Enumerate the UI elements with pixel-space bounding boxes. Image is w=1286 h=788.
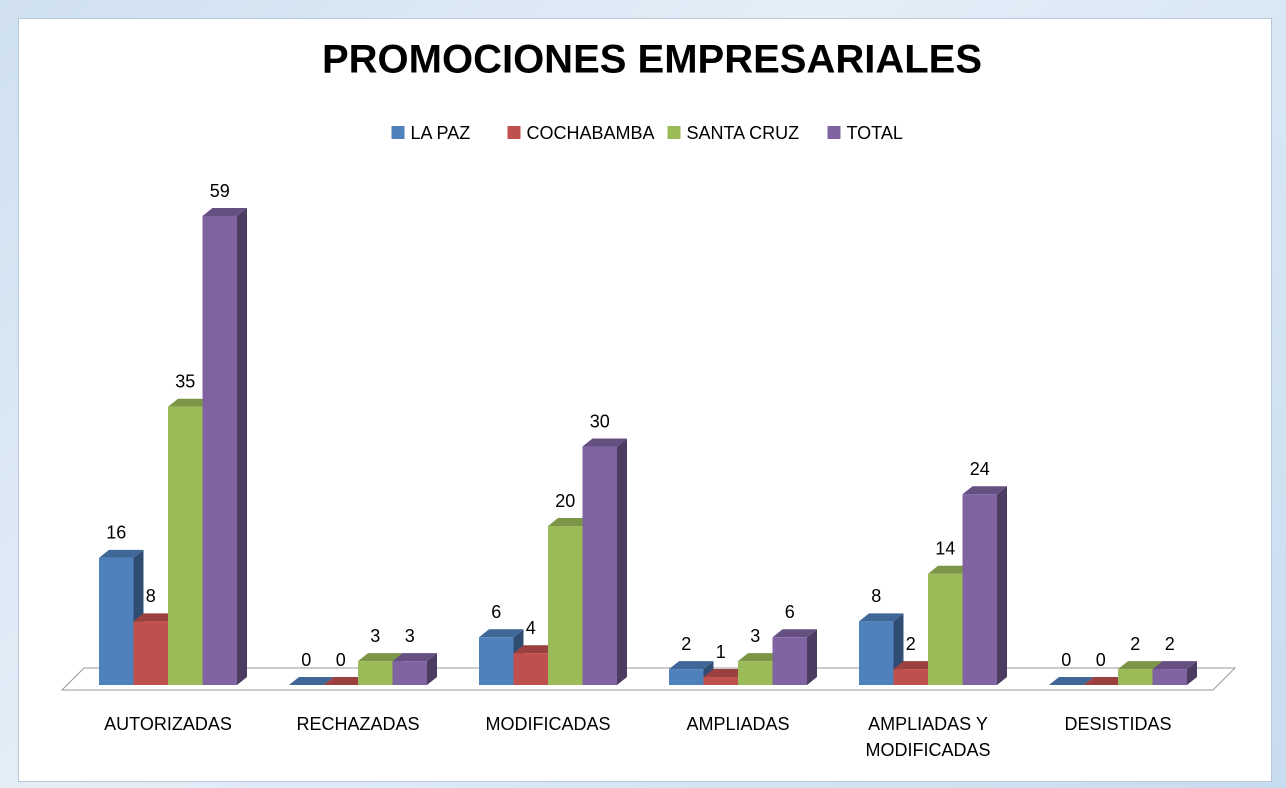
bar-top bbox=[859, 613, 904, 622]
x-tick-label: AMPLIADAS Y MODIFICADAS bbox=[865, 714, 991, 760]
data-label: 6 bbox=[491, 602, 501, 622]
bar bbox=[859, 621, 894, 685]
bar bbox=[358, 661, 393, 685]
bar bbox=[582, 446, 617, 685]
bar bbox=[893, 669, 928, 685]
bar bbox=[669, 669, 704, 685]
bar-top bbox=[669, 661, 714, 670]
bar bbox=[772, 637, 807, 685]
data-label: 8 bbox=[146, 586, 156, 606]
bar-top bbox=[1049, 677, 1094, 685]
bar-side bbox=[617, 438, 627, 685]
data-label: 3 bbox=[370, 626, 380, 646]
bar bbox=[1118, 669, 1153, 685]
legend-label: LA PAZ bbox=[411, 123, 471, 143]
bar bbox=[548, 526, 583, 685]
bar-top bbox=[168, 398, 213, 407]
bar-top bbox=[289, 677, 334, 685]
data-label: 2 bbox=[1130, 634, 1140, 654]
bar-side bbox=[237, 208, 247, 685]
bar bbox=[928, 573, 963, 685]
x-tick-label: MODIFICADAS bbox=[485, 714, 611, 734]
bar-top bbox=[548, 518, 593, 527]
legend-swatch bbox=[667, 126, 681, 139]
data-label: 1 bbox=[716, 642, 726, 662]
bar bbox=[99, 557, 134, 685]
legend-swatch bbox=[827, 126, 841, 139]
data-label: 14 bbox=[935, 538, 955, 558]
data-label: 0 bbox=[336, 650, 346, 670]
legend-swatch bbox=[391, 126, 405, 139]
bar bbox=[738, 661, 773, 685]
bar-top bbox=[962, 486, 1007, 495]
legend-label: SANTA CRUZ bbox=[687, 123, 800, 143]
bar-side bbox=[427, 653, 437, 685]
bar bbox=[962, 494, 997, 685]
bar bbox=[392, 661, 427, 685]
bar-top bbox=[1118, 661, 1163, 670]
data-label: 0 bbox=[1096, 650, 1106, 670]
bar-top bbox=[99, 549, 144, 558]
bar-top bbox=[928, 565, 973, 574]
data-label: 3 bbox=[750, 626, 760, 646]
data-label: 35 bbox=[175, 372, 195, 392]
bar-top bbox=[703, 669, 748, 678]
data-label: 0 bbox=[1061, 650, 1071, 670]
bar bbox=[703, 677, 738, 685]
data-label: 20 bbox=[555, 491, 575, 511]
data-label: 8 bbox=[871, 586, 881, 606]
x-tick-label: AUTORIZADAS bbox=[104, 714, 232, 734]
data-label: 6 bbox=[785, 602, 795, 622]
bar-side bbox=[997, 486, 1007, 685]
data-label: 24 bbox=[970, 459, 990, 479]
bar bbox=[168, 406, 203, 685]
data-label: 59 bbox=[210, 181, 230, 201]
bar-top bbox=[202, 208, 247, 216]
data-label: 0 bbox=[301, 650, 311, 670]
chart-title: PROMOCIONES EMPRESARIALES bbox=[322, 38, 982, 82]
bar bbox=[479, 637, 514, 685]
bar-top bbox=[1152, 661, 1197, 670]
data-label: 2 bbox=[1165, 634, 1175, 654]
bar-top bbox=[893, 661, 938, 670]
bar bbox=[1152, 669, 1187, 685]
bar-side bbox=[1187, 661, 1197, 685]
legend-label: TOTAL bbox=[847, 123, 903, 143]
data-label: 3 bbox=[405, 626, 415, 646]
bar-top bbox=[133, 613, 178, 622]
data-label: 2 bbox=[681, 634, 691, 654]
bar-top bbox=[513, 645, 558, 654]
bar-top bbox=[392, 653, 437, 662]
bar-top bbox=[323, 677, 368, 685]
x-tick-label: DESISTIDAS bbox=[1064, 714, 1172, 734]
data-label: 4 bbox=[526, 618, 536, 638]
data-label: 30 bbox=[590, 411, 610, 431]
legend-label: COCHABAMBA bbox=[527, 123, 655, 143]
x-tick-label: AMPLIADAS bbox=[686, 714, 790, 734]
data-label: 16 bbox=[106, 523, 126, 543]
bar bbox=[202, 216, 237, 685]
bar bbox=[133, 621, 168, 685]
data-label: 2 bbox=[906, 634, 916, 654]
bar-side bbox=[807, 629, 817, 685]
bar-top bbox=[1083, 677, 1128, 685]
bar-top bbox=[772, 629, 817, 638]
bar-top bbox=[582, 438, 627, 447]
legend-swatch bbox=[507, 126, 521, 139]
bar-top bbox=[738, 653, 783, 662]
bar-top bbox=[479, 629, 524, 638]
x-tick-label: RECHAZADAS bbox=[296, 714, 420, 734]
bar-top bbox=[358, 653, 403, 662]
bar bbox=[513, 653, 548, 685]
